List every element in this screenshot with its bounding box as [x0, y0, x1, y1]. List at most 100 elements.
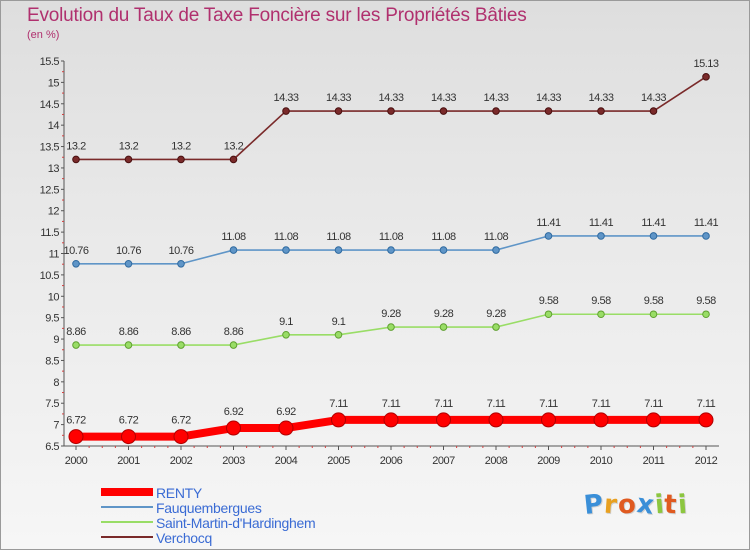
- data-point: [439, 246, 448, 254]
- data-point: [649, 232, 658, 240]
- data-label: 11.08: [221, 231, 246, 243]
- proxiti-logo: Proxiti: [582, 489, 689, 521]
- data-label: 9.28: [486, 308, 506, 320]
- data-point: [387, 107, 395, 115]
- data-point: [334, 246, 343, 254]
- y-tick-label: 13.5: [40, 142, 60, 154]
- data-point: [492, 107, 500, 115]
- data-point: [334, 107, 343, 115]
- data-label: 9.28: [381, 308, 401, 320]
- data-point: [646, 412, 661, 428]
- logo-letter: i: [676, 489, 689, 521]
- x-tick-label: 2005: [327, 455, 350, 467]
- y-tick-label: 9: [53, 334, 59, 346]
- data-point: [387, 246, 395, 254]
- data-point: [698, 412, 714, 428]
- x-tick-label: 2012: [695, 455, 718, 467]
- y-tick-label: 6.5: [45, 441, 59, 453]
- data-point: [436, 412, 451, 428]
- data-label: 8.86: [66, 326, 86, 338]
- series-labels: 13.2 13.2 13.2 13.2 14.33 14.33 14.33 14.33 14.3…: [63, 58, 719, 427]
- data-label: 11.08: [326, 231, 351, 243]
- data-label: 14.33: [641, 92, 666, 104]
- data-label: 14.33: [536, 92, 561, 104]
- data-point: [229, 155, 238, 164]
- y-tick-label: 10: [48, 291, 60, 303]
- data-label: 11.41: [536, 217, 561, 229]
- data-label: 14.33: [588, 92, 613, 104]
- data-label: 8.86: [119, 326, 139, 338]
- y-tick-label: 15.5: [40, 56, 60, 68]
- data-point: [702, 73, 710, 81]
- data-point: [177, 341, 185, 349]
- legend-swatch: [101, 488, 153, 496]
- data-label: 10.76: [168, 245, 193, 257]
- data-label: 7.11: [382, 398, 401, 410]
- data-label: 8.86: [171, 326, 191, 338]
- data-point: [173, 429, 189, 445]
- legend-swatch: [101, 506, 153, 508]
- data-label: 13.2: [224, 140, 244, 152]
- data-point: [72, 259, 80, 268]
- data-point: [68, 429, 84, 445]
- y-tick-label: 15: [48, 77, 60, 89]
- data-point: [597, 310, 605, 319]
- data-label: 7.11: [539, 398, 558, 410]
- chart-title: Evolution du Taux de Taxe Foncière sur l…: [27, 5, 527, 26]
- data-point: [282, 107, 290, 115]
- data-point: [282, 330, 290, 339]
- data-label: 9.58: [644, 295, 664, 307]
- y-tick-label: 8: [53, 377, 59, 389]
- data-point: [544, 107, 553, 115]
- data-point: [702, 310, 710, 319]
- data-point: [492, 323, 500, 331]
- data-point: [488, 412, 504, 428]
- data-label: 11.41: [694, 217, 719, 229]
- x-tick-label: 2007: [432, 455, 455, 467]
- data-point: [124, 155, 133, 164]
- data-label: 9.1: [279, 316, 293, 328]
- y-tick-label: 12: [48, 206, 60, 218]
- legend-label: Fauquembergues: [156, 500, 262, 516]
- y-tick-label: 13: [48, 163, 60, 175]
- data-point: [177, 259, 185, 268]
- x-tick-label: 2010: [590, 455, 613, 467]
- x-tick-label: 2006: [380, 455, 403, 467]
- data-point: [593, 412, 609, 428]
- y-tick-label: 14.5: [40, 99, 60, 111]
- data-point: [439, 107, 448, 115]
- data-point: [649, 310, 658, 319]
- data-point: [649, 107, 658, 115]
- x-tick-label: 2000: [65, 455, 88, 467]
- data-label: 9.58: [591, 295, 611, 307]
- data-label: 11.41: [641, 217, 666, 229]
- data-point: [124, 341, 133, 349]
- data-point: [282, 246, 290, 254]
- data-label: 7.11: [592, 398, 611, 410]
- y-tick-label: 7.5: [45, 398, 59, 410]
- y-tick-label: 11.5: [40, 227, 59, 239]
- data-label: 14.33: [326, 92, 351, 104]
- x-tick-label: 2008: [485, 455, 508, 467]
- data-label: 8.86: [224, 326, 244, 338]
- data-point: [544, 310, 553, 319]
- data-point: [229, 341, 238, 349]
- x-tick-label: 2001: [117, 455, 140, 467]
- data-label: 10.76: [63, 245, 88, 257]
- data-label: 14.33: [378, 92, 403, 104]
- y-tick-label: 11: [49, 249, 60, 261]
- logo-letter: P: [582, 489, 606, 521]
- data-point: [387, 323, 395, 331]
- data-point: [439, 323, 448, 331]
- data-label: 15.13: [693, 58, 718, 70]
- data-point: [334, 330, 343, 339]
- legend-label: RENTY: [156, 485, 202, 501]
- series-points: [68, 73, 714, 445]
- x-tick-label: 2002: [170, 455, 193, 467]
- data-label: 14.33: [483, 92, 508, 104]
- x-tick-label: 2004: [275, 455, 298, 467]
- data-label: 6.92: [224, 406, 244, 418]
- data-label: 9.58: [696, 295, 716, 307]
- data-label: 9.58: [539, 295, 559, 307]
- chart-unit-label: (en %): [27, 29, 60, 41]
